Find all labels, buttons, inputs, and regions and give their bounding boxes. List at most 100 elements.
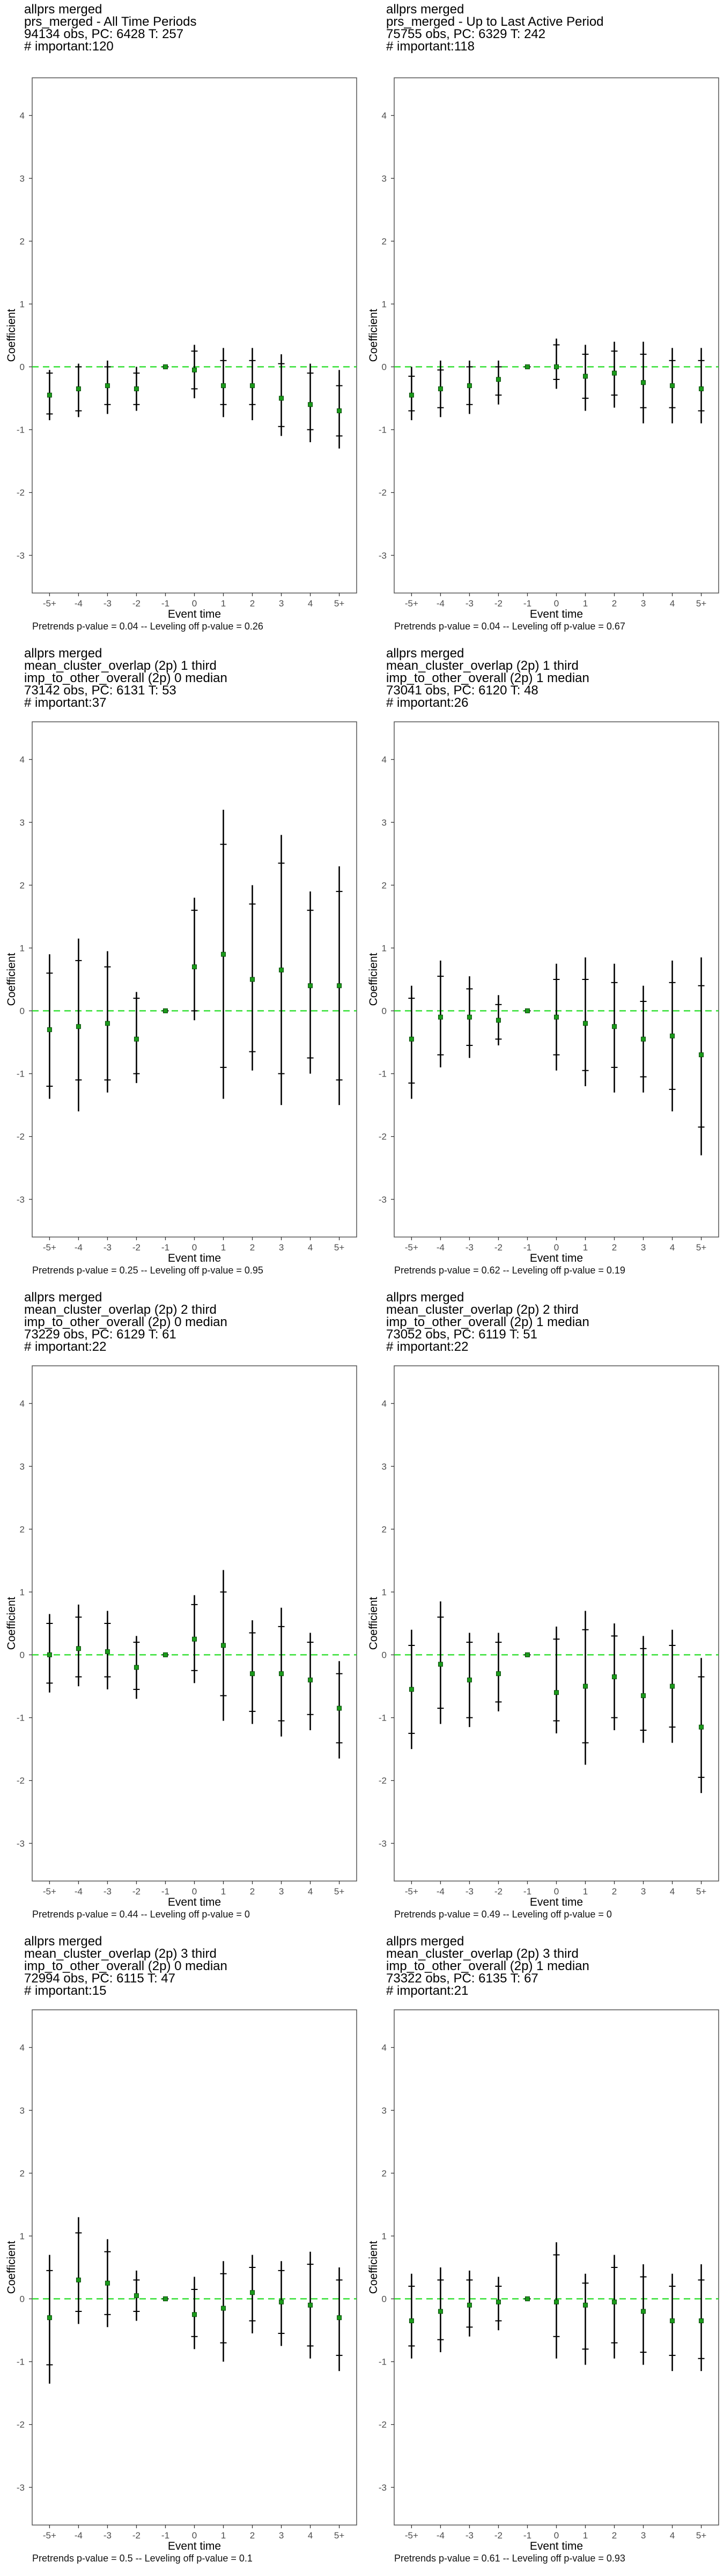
x-tick-label: -3 <box>104 1886 112 1897</box>
y-axis-label: Coefficient <box>367 2241 380 2294</box>
estimate-point <box>192 964 197 970</box>
x-axis-label: Event time <box>530 1252 583 1264</box>
x-tick-label: -4 <box>437 2530 445 2541</box>
chart-footnote: Pretrends p-value = 0.25 -- Leveling off… <box>32 1265 263 1276</box>
x-tick-label: -3 <box>466 1886 474 1897</box>
y-tick-label: 2 <box>20 2168 25 2178</box>
y-tick-label: 3 <box>382 1461 387 1472</box>
x-tick-label: -4 <box>437 1886 445 1897</box>
y-tick-label: 0 <box>20 1650 25 1660</box>
x-tick-label: 2 <box>612 2530 617 2541</box>
chart-title: allprs merged mean_cluster_overlap (2p) 2… <box>386 1290 589 1354</box>
estimate-point <box>554 1014 559 1020</box>
estimate-point <box>467 383 472 389</box>
x-tick-label: 3 <box>641 2530 646 2541</box>
estimate-point <box>337 2315 342 2321</box>
x-tick-label: -5+ <box>43 2530 56 2541</box>
x-tick-label: 0 <box>192 1242 197 1253</box>
x-tick-label: 4 <box>308 2530 313 2541</box>
x-tick-label: 4 <box>670 1886 675 1897</box>
chart-footnote: Pretrends p-value = 0.61 -- Leveling off… <box>394 2553 625 2564</box>
chart-footnote: Pretrends p-value = 0.49 -- Leveling off… <box>394 1909 612 1920</box>
chart-plot: -3 -2 -1 0 1 2 3 4 -5+ -4 -3 -2 -1 0 1 2 3 4 5+ Event time C… <box>367 1365 719 1908</box>
chart-panel: allprs merged mean_cluster_overlap (2p) 1… <box>0 644 362 1288</box>
estimate-point <box>134 2293 139 2299</box>
x-tick-label: 3 <box>279 1886 284 1897</box>
y-tick-label: 2 <box>382 1524 387 1534</box>
y-tick-label: -2 <box>17 1776 25 1786</box>
estimate-point <box>438 386 443 392</box>
x-tick-label: 2 <box>612 598 617 609</box>
estimate-point <box>308 983 313 989</box>
y-tick-label: 0 <box>20 362 25 372</box>
chart-plot: -3 -2 -1 0 1 2 3 4 -5+ -4 -3 -2 -1 0 1 2 3 4 5+ Event time C… <box>367 77 719 620</box>
x-tick-label: 1 <box>583 598 588 609</box>
y-tick-label: 0 <box>382 362 387 372</box>
estimate-point <box>438 1014 443 1020</box>
estimate-point <box>670 2318 675 2324</box>
y-tick-label: -1 <box>17 425 25 435</box>
x-tick-label: -2 <box>494 598 503 609</box>
chart-title: allprs merged mean_cluster_overlap (2p) 2… <box>24 1290 227 1354</box>
x-tick-label: 5+ <box>696 598 706 609</box>
chart-plot: -3 -2 -1 0 1 2 3 4 -5+ -4 -3 -2 -1 0 1 2 3 4 5+ Event time C… <box>5 2009 357 2552</box>
x-tick-label: 1 <box>221 1886 226 1897</box>
estimate-point <box>279 1671 284 1677</box>
estimate-point <box>438 2309 443 2314</box>
x-axis-label: Event time <box>168 2540 221 2552</box>
x-tick-label: 3 <box>641 1886 646 1897</box>
y-tick-label: 4 <box>20 1399 25 1409</box>
estimate-point <box>554 1690 559 1695</box>
x-tick-label: -4 <box>75 2530 83 2541</box>
estimate-point <box>496 1018 501 1023</box>
x-axis-label: Event time <box>168 1252 221 1264</box>
estimate-point <box>105 2280 110 2286</box>
estimate-point <box>699 386 704 392</box>
estimate-point <box>612 1674 617 1680</box>
x-tick-label: -1 <box>523 598 531 609</box>
estimate-point <box>47 392 52 398</box>
y-axis-label: Coefficient <box>5 1597 18 1650</box>
estimate-point <box>250 977 255 982</box>
x-axis-label: Event time <box>530 1896 583 1908</box>
estimate-point <box>221 383 226 389</box>
y-axis-label: Coefficient <box>5 309 18 362</box>
chart-plot: -3 -2 -1 0 1 2 3 4 -5+ -4 -3 -2 -1 0 1 2 3 4 5+ Event time C… <box>5 1365 357 1908</box>
x-tick-label: 3 <box>641 1242 646 1253</box>
x-tick-label: -5+ <box>43 1886 56 1897</box>
x-tick-label: 5+ <box>696 1242 706 1253</box>
chart-footnote: Pretrends p-value = 0.5 -- Leveling off … <box>32 2553 253 2564</box>
estimate-point <box>134 1665 139 1670</box>
y-tick-label: 3 <box>20 817 25 828</box>
estimate-point <box>409 1687 414 1692</box>
estimate-point <box>76 1024 81 1029</box>
estimate-point <box>105 1021 110 1026</box>
x-tick-label: 0 <box>554 1886 559 1897</box>
x-tick-label: 1 <box>583 1242 588 1253</box>
x-tick-label: 0 <box>554 1242 559 1253</box>
x-tick-label: -3 <box>466 2530 474 2541</box>
estimate-point <box>409 1036 414 1042</box>
y-tick-label: -2 <box>379 488 387 498</box>
x-tick-label: -5+ <box>43 1242 56 1253</box>
x-tick-label: 2 <box>250 2530 255 2541</box>
chart-plot: -3 -2 -1 0 1 2 3 4 -5+ -4 -3 -2 -1 0 1 2 3 4 5+ Event time C… <box>5 721 357 1264</box>
y-tick-label: -3 <box>17 551 25 561</box>
estimate-point <box>337 983 342 989</box>
x-tick-label: 2 <box>250 598 255 609</box>
x-tick-label: -3 <box>104 2530 112 2541</box>
x-tick-label: -3 <box>104 598 112 609</box>
estimate-point <box>467 1677 472 1682</box>
y-tick-label: 1 <box>20 2231 25 2241</box>
x-tick-label: 3 <box>279 2530 284 2541</box>
estimate-point <box>438 1662 443 1667</box>
estimate-point <box>221 952 226 957</box>
estimate-point <box>670 1684 675 1689</box>
y-axis-label: Coefficient <box>367 953 380 1006</box>
y-tick-label: 2 <box>20 1524 25 1534</box>
estimate-point <box>162 364 168 370</box>
estimate-point <box>524 2296 530 2302</box>
y-tick-label: -2 <box>379 1776 387 1786</box>
chart-footnote: Pretrends p-value = 0.04 -- Leveling off… <box>394 621 625 632</box>
x-tick-label: 1 <box>221 1242 226 1253</box>
